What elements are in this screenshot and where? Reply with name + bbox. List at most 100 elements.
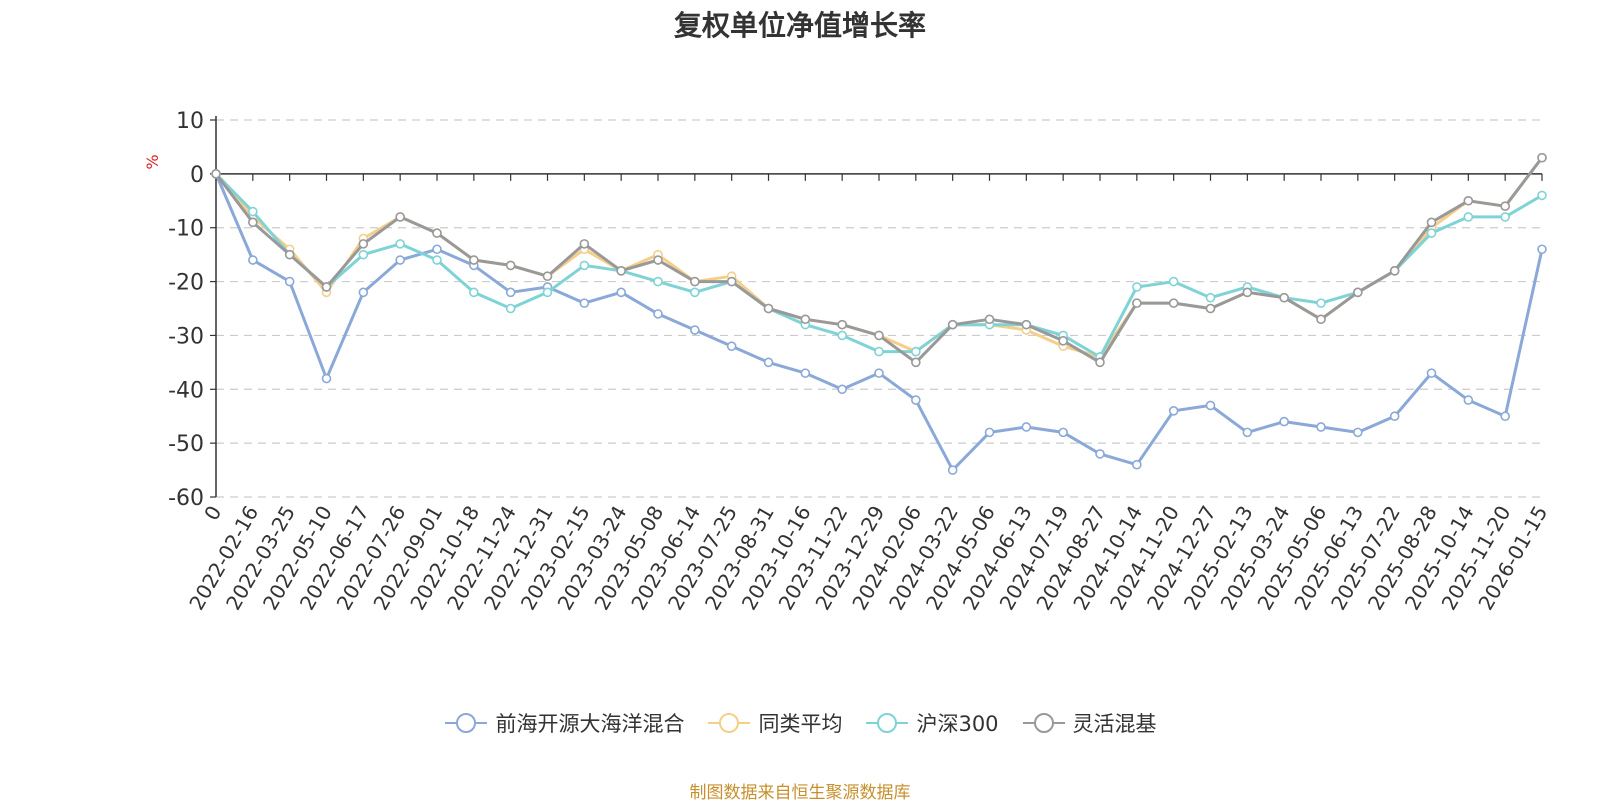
data-point	[1242, 427, 1253, 438]
data-point	[1205, 292, 1216, 303]
data-point	[1500, 212, 1510, 222]
data-point	[616, 287, 626, 298]
chart-plot: 100-10-20-30-40-50-60%02022-02-162022-03…	[143, 109, 1552, 614]
series-lines	[211, 152, 1547, 475]
data-point	[800, 368, 811, 378]
data-point	[542, 271, 553, 281]
y-tick-label: 10	[176, 109, 204, 134]
legend-item-hs300[interactable]: 沪深300	[864, 708, 999, 738]
data-point	[947, 465, 958, 475]
data-point	[248, 206, 258, 217]
data-point	[1316, 422, 1326, 432]
data-point	[321, 373, 332, 384]
data-point	[911, 357, 921, 368]
data-point	[726, 276, 737, 287]
data-point	[1168, 298, 1179, 308]
chart-title: 复权单位净值增长率	[673, 9, 926, 42]
data-point	[653, 309, 663, 319]
data-point	[1426, 228, 1437, 238]
legend-item-fund[interactable]: 前海开源大海洋混合	[443, 708, 684, 738]
data-point	[874, 346, 884, 357]
legend-label-peer-average: 同类平均	[758, 712, 843, 736]
y-tick-label: 0	[190, 163, 204, 188]
data-point	[1132, 298, 1142, 308]
data-point	[1353, 287, 1363, 298]
data-point	[579, 298, 590, 308]
data-point	[911, 346, 921, 357]
data-point	[469, 255, 479, 265]
data-point	[1205, 303, 1216, 314]
data-point	[763, 303, 774, 314]
data-point	[690, 276, 700, 287]
data-point	[1353, 427, 1363, 438]
y-tick-label: -40	[168, 378, 204, 403]
data-point	[1537, 152, 1547, 163]
series-line-1	[214, 156, 1544, 359]
data-point	[542, 287, 553, 298]
data-point	[1021, 422, 1032, 432]
series-line-0	[214, 173, 1544, 472]
data-point	[248, 217, 258, 228]
data-point	[984, 314, 995, 325]
y-unit-label: %	[143, 154, 162, 169]
data-point	[395, 212, 405, 222]
legend: 前海开源大海洋混合 同类平均 沪深300 灵活混基	[0, 708, 1600, 738]
legend-item-flexible-mixed[interactable]: 灵活混基	[1021, 708, 1157, 738]
data-point	[469, 287, 479, 298]
data-point	[1500, 411, 1510, 422]
data-point	[1021, 319, 1032, 330]
data-point	[1537, 244, 1547, 255]
data-point	[1389, 265, 1400, 276]
data-point	[763, 357, 774, 368]
data-point	[505, 287, 516, 298]
legend-peer-line-icon	[708, 713, 751, 733]
data-point	[837, 330, 847, 341]
data-point	[1537, 190, 1547, 201]
data-point	[690, 325, 700, 335]
data-point	[395, 255, 405, 265]
data-point	[947, 319, 958, 330]
data-point	[248, 255, 258, 265]
data-point	[874, 330, 884, 341]
data-point	[432, 228, 442, 238]
data-point	[1500, 201, 1510, 211]
data-point	[432, 255, 442, 265]
y-tick-label: -20	[168, 271, 204, 296]
data-point	[321, 282, 332, 292]
data-point	[284, 276, 295, 287]
data-point	[505, 303, 516, 314]
data-point	[284, 249, 295, 260]
legend-hs300-line-icon	[866, 713, 909, 733]
y-tick-label: -10	[168, 217, 204, 242]
data-point	[690, 287, 700, 298]
legend-item-peer-average[interactable]: 同类平均	[706, 708, 842, 738]
data-point	[1205, 400, 1216, 411]
axes	[210, 116, 1543, 498]
x-tick-label: 0	[199, 502, 226, 525]
data-point	[395, 239, 405, 249]
data-point	[1463, 395, 1474, 405]
data-point	[1168, 276, 1179, 287]
data-point	[1132, 282, 1142, 292]
data-point	[432, 244, 442, 255]
series-line-2	[214, 172, 1543, 359]
y-tick-label: -50	[168, 432, 204, 457]
data-point	[837, 319, 847, 330]
data-point	[211, 169, 221, 179]
data-point	[984, 427, 995, 438]
y-tick-label: -30	[168, 324, 204, 349]
data-point	[1389, 411, 1400, 422]
data-point	[579, 239, 590, 249]
data-point	[505, 260, 516, 271]
legend-flexible-line-icon	[1022, 713, 1065, 733]
data-point	[837, 384, 847, 395]
legend-label-fund: 前海开源大海洋混合	[495, 712, 685, 736]
y-tick-label: -60	[168, 486, 204, 511]
data-point	[1095, 449, 1105, 459]
data-point	[1463, 195, 1474, 206]
data-point	[358, 239, 369, 249]
data-point	[1279, 292, 1289, 303]
legend-label-hs300: 沪深300	[916, 712, 999, 736]
legend-fund-line-icon	[445, 713, 488, 733]
data-point	[911, 395, 921, 405]
